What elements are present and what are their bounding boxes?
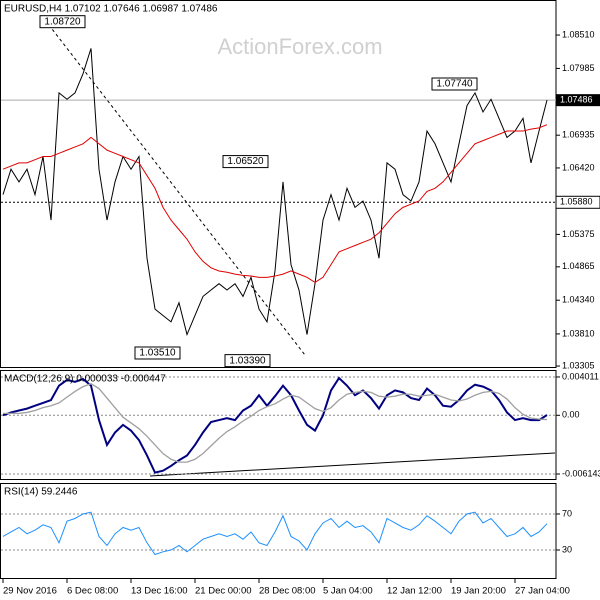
series-line: [2, 124, 548, 284]
y-tick-label: 1.04865: [562, 261, 595, 271]
annotation-box: [39, 15, 86, 29]
y-tick-label: 1.03810: [562, 328, 595, 338]
pane-title: RSI(14) 59.2446: [4, 487, 78, 498]
y-tick-label: 0.00: [562, 410, 580, 420]
y-tick-label: 30: [562, 544, 572, 554]
y-tick-label: -0.006143: [562, 468, 600, 478]
annotation-box: [222, 155, 269, 169]
y-tick-label: 1.05375: [562, 229, 595, 239]
price-label: 1.07486: [560, 95, 593, 105]
y-tick-label: 1.06420: [562, 162, 595, 172]
trend-line: [149, 452, 556, 477]
y-tick-label: 1.07985: [562, 63, 595, 73]
watermark: ActionForex.com: [217, 34, 382, 59]
annotation-label: 1.03390: [229, 355, 266, 366]
y-tick-label: 0.004011: [562, 371, 599, 381]
trend-line: [44, 19, 306, 356]
x-tick-label: 21 Dec 00:00: [195, 586, 252, 597]
x-tick-label: 29 Nov 2016: [3, 586, 57, 597]
annotation-box: [224, 354, 271, 368]
x-tick-label: 12 Jan 12:00: [387, 586, 442, 597]
series-line: [3, 383, 548, 463]
pane: [0, 370, 557, 480]
annotation-label: 1.08720: [44, 16, 81, 27]
y-tick-label: 70: [562, 508, 572, 518]
x-tick-label: 13 Dec 16:00: [131, 586, 188, 597]
pane: [0, 0, 557, 368]
price-box: [556, 94, 600, 107]
annotation-label: 1.03510: [139, 348, 176, 359]
x-tick-label: 5 Jan 04:00: [323, 586, 373, 597]
pane-title: MACD(12,26,9) 0.000033 -0.000447: [4, 374, 166, 385]
y-tick-label: 1.08510: [562, 29, 595, 39]
pane: [0, 483, 557, 579]
series-line: [2, 48, 548, 337]
x-tick-label: 19 Jan 20:00: [451, 586, 506, 597]
level-label: 1.05880: [560, 197, 593, 207]
level-box: [555, 195, 600, 209]
annotation-box: [134, 346, 181, 360]
annotation-label: 1.07740: [436, 79, 473, 90]
series-line: [2, 511, 548, 556]
y-tick-label: 1.06935: [562, 130, 595, 140]
x-tick-label: 27 Jan 04:00: [515, 586, 570, 597]
y-tick-label: 1.03305: [562, 360, 595, 370]
pane-title: EURUSD,H4 1.07102 1.07646 1.06987 1.0748…: [4, 4, 218, 15]
x-tick-label: 6 Dec 08:00: [67, 586, 118, 597]
series-line: [2, 376, 548, 474]
y-tick-label: 1.04340: [562, 295, 595, 305]
annotation-label: 1.06520: [227, 156, 264, 167]
x-tick-label: 28 Dec 08:00: [259, 586, 316, 597]
annotation-box: [431, 77, 478, 91]
